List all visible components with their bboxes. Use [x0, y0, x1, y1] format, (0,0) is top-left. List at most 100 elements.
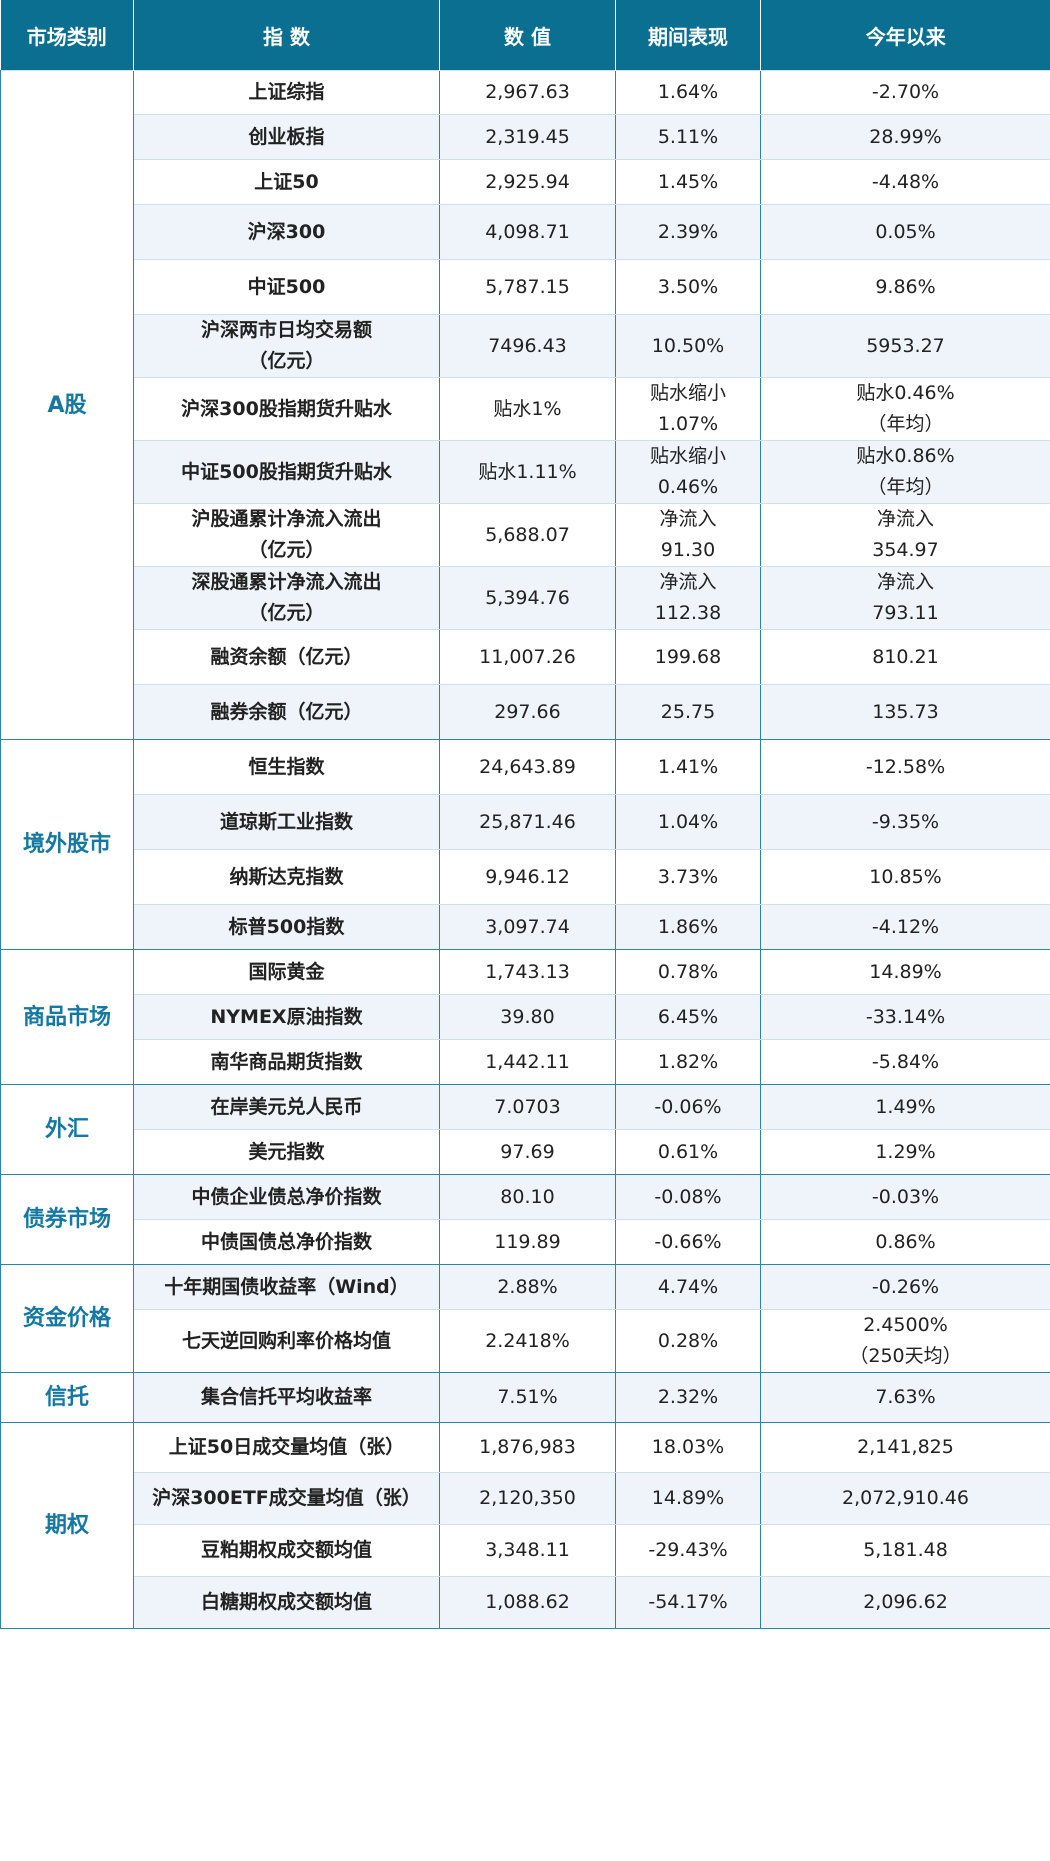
index-name-cell: 沪股通累计净流入流出 （亿元） [133, 503, 440, 567]
index-name-cell: 融券余额（亿元） [133, 684, 440, 740]
table-row: 融资余额（亿元） 11,007.26 199.68 810.21 [1, 629, 1050, 685]
category-cell: 期权 [0, 1422, 134, 1629]
category-cell: 外汇 [0, 1084, 134, 1175]
table-row: 创业板指 2,319.45 5.11% 28.99% [1, 114, 1050, 160]
category-cell: 债券市场 [0, 1174, 134, 1265]
period-performance-cell: 0.78% [615, 949, 761, 995]
ytd-cell: 2,072,910.46 [760, 1472, 1050, 1525]
value-cell: 7.0703 [439, 1084, 616, 1130]
index-name-cell: 中证500 [133, 259, 440, 315]
ytd-cell: 135.73 [760, 684, 1050, 740]
value-cell: 1,442.11 [439, 1039, 616, 1085]
period-performance-cell: 1.82% [615, 1039, 761, 1085]
header-index: 指 数 [133, 0, 440, 71]
period-performance-cell: 14.89% [615, 1472, 761, 1525]
ytd-cell: 10.85% [760, 849, 1050, 905]
value-cell: 2.88% [439, 1264, 616, 1310]
period-performance-cell: -0.66% [615, 1219, 761, 1265]
period-performance-cell: 4.74% [615, 1264, 761, 1310]
table-body: A股 上证综指 2,967.63 1.64% -2.70% 创业板指 2,319.45 5.1… [0, 70, 1050, 1629]
table-row: 融券余额（亿元） 297.66 25.75 135.73 [1, 684, 1050, 740]
ytd-cell: 7.63% [760, 1372, 1050, 1423]
table-row: 沪深300ETF成交量均值（张） 2,120,350 14.89% 2,072,910… [1, 1472, 1050, 1525]
table-row: NYMEX原油指数 39.80 6.45% -33.14% [1, 994, 1050, 1040]
period-performance-cell: 1.86% [615, 904, 761, 950]
index-name-cell: 国际黄金 [133, 949, 440, 995]
value-cell: 贴水1% [439, 377, 616, 441]
index-name-cell: 纳斯达克指数 [133, 849, 440, 905]
table-row: 沪深两市日均交易额 （亿元） 7496.43 10.50% 5953.27 [1, 314, 1050, 378]
table-row: 期权 上证50日成交量均值（张） 1,876,983 18.03% 2,141,825 [0, 1422, 1050, 1629]
ytd-cell: -4.48% [760, 159, 1050, 205]
value-cell: 3,348.11 [439, 1524, 616, 1577]
index-name-cell: 美元指数 [133, 1129, 440, 1175]
index-name-cell: 标普500指数 [133, 904, 440, 950]
table-row: 标普500指数 3,097.74 1.86% -4.12% [1, 904, 1050, 950]
period-performance-cell: 5.11% [615, 114, 761, 160]
value-cell: 25,871.46 [439, 794, 616, 850]
period-performance-cell: 贴水缩小 1.07% [615, 377, 761, 441]
period-performance-cell: 18.03% [615, 1422, 761, 1473]
value-cell: 39.80 [439, 994, 616, 1040]
index-name-cell: NYMEX原油指数 [133, 994, 440, 1040]
value-cell: 5,688.07 [439, 503, 616, 567]
header-period-performance: 期间表现 [615, 0, 761, 71]
market-data-table: 市场类别 指 数 数 值 期间表现 今年以来 A股 上证综指 2,967.63 1.6… [0, 0, 1050, 1629]
value-cell: 9,946.12 [439, 849, 616, 905]
ytd-cell: -12.58% [760, 739, 1050, 795]
category-cell: 资金价格 [0, 1264, 134, 1373]
value-cell: 2.2418% [439, 1309, 616, 1373]
index-name-cell: 沪深300股指期货升贴水 [133, 377, 440, 441]
index-name-cell: 集合信托平均收益率 [133, 1372, 440, 1423]
ytd-cell: 0.05% [760, 204, 1050, 260]
period-performance-cell: 199.68 [615, 629, 761, 685]
period-performance-cell: -29.43% [615, 1524, 761, 1577]
ytd-cell: 0.86% [760, 1219, 1050, 1265]
table-row: 沪深300 4,098.71 2.39% 0.05% [1, 204, 1050, 260]
period-performance-cell: 1.04% [615, 794, 761, 850]
table-row: 道琼斯工业指数 25,871.46 1.04% -9.35% [1, 794, 1050, 850]
ytd-cell: 2,096.62 [760, 1576, 1050, 1629]
ytd-cell: -5.84% [760, 1039, 1050, 1085]
header-ytd: 今年以来 [760, 0, 1050, 71]
table-row: 沪股通累计净流入流出 （亿元） 5,688.07 净流入 91.30 净流入 354.… [1, 503, 1050, 567]
period-performance-cell: 1.41% [615, 739, 761, 795]
table-row: 商品市场 国际黄金 1,743.13 0.78% 14.89% [0, 949, 1050, 1085]
period-performance-cell: 6.45% [615, 994, 761, 1040]
table-row: 纳斯达克指数 9,946.12 3.73% 10.85% [1, 849, 1050, 905]
value-cell: 24,643.89 [439, 739, 616, 795]
ytd-cell: 28.99% [760, 114, 1050, 160]
index-name-cell: 上证综指 [133, 70, 440, 115]
value-cell: 7.51% [439, 1372, 616, 1423]
table-row: 信托 集合信托平均收益率 7.51% 2.32% 7.63% [0, 1372, 1050, 1423]
period-performance-cell: 净流入 91.30 [615, 503, 761, 567]
value-cell: 4,098.71 [439, 204, 616, 260]
period-performance-cell: -54.17% [615, 1576, 761, 1629]
value-cell: 2,319.45 [439, 114, 616, 160]
ytd-cell: 5953.27 [760, 314, 1050, 378]
ytd-cell: 810.21 [760, 629, 1050, 685]
ytd-cell: -0.26% [760, 1264, 1050, 1310]
period-performance-cell: 2.39% [615, 204, 761, 260]
table-row: 豆粕期权成交额均值 3,348.11 -29.43% 5,181.48 [1, 1524, 1050, 1577]
period-performance-cell: -0.08% [615, 1174, 761, 1220]
header-row: 市场类别 指 数 数 值 期间表现 今年以来 [0, 0, 1050, 71]
category-cell: 信托 [0, 1372, 134, 1423]
period-performance-cell: 1.64% [615, 70, 761, 115]
table-row: 外汇 在岸美元兑人民币 7.0703 -0.06% 1.49% [0, 1084, 1050, 1175]
table-row: 中证500 5,787.15 3.50% 9.86% [1, 259, 1050, 315]
value-cell: 2,967.63 [439, 70, 616, 115]
value-cell: 97.69 [439, 1129, 616, 1175]
ytd-cell: 2,141,825 [760, 1422, 1050, 1473]
period-performance-cell: 3.73% [615, 849, 761, 905]
table-row: 资金价格 十年期国债收益率（Wind） 2.88% 4.74% -0.26% [0, 1264, 1050, 1373]
index-name-cell: 中债企业债总净价指数 [133, 1174, 440, 1220]
table-row: 七天逆回购利率价格均值 2.2418% 0.28% 2.4500% （250天均） [1, 1309, 1050, 1373]
table-row: 上证50 2,925.94 1.45% -4.48% [1, 159, 1050, 205]
table-row: 深股通累计净流入流出 （亿元） 5,394.76 净流入 112.38 净流入 793… [1, 566, 1050, 630]
index-name-cell: 沪深300ETF成交量均值（张） [133, 1472, 440, 1525]
index-name-cell: 恒生指数 [133, 739, 440, 795]
index-name-cell: 中债国债总净价指数 [133, 1219, 440, 1265]
ytd-cell: 9.86% [760, 259, 1050, 315]
category-cell: 境外股市 [0, 739, 134, 950]
